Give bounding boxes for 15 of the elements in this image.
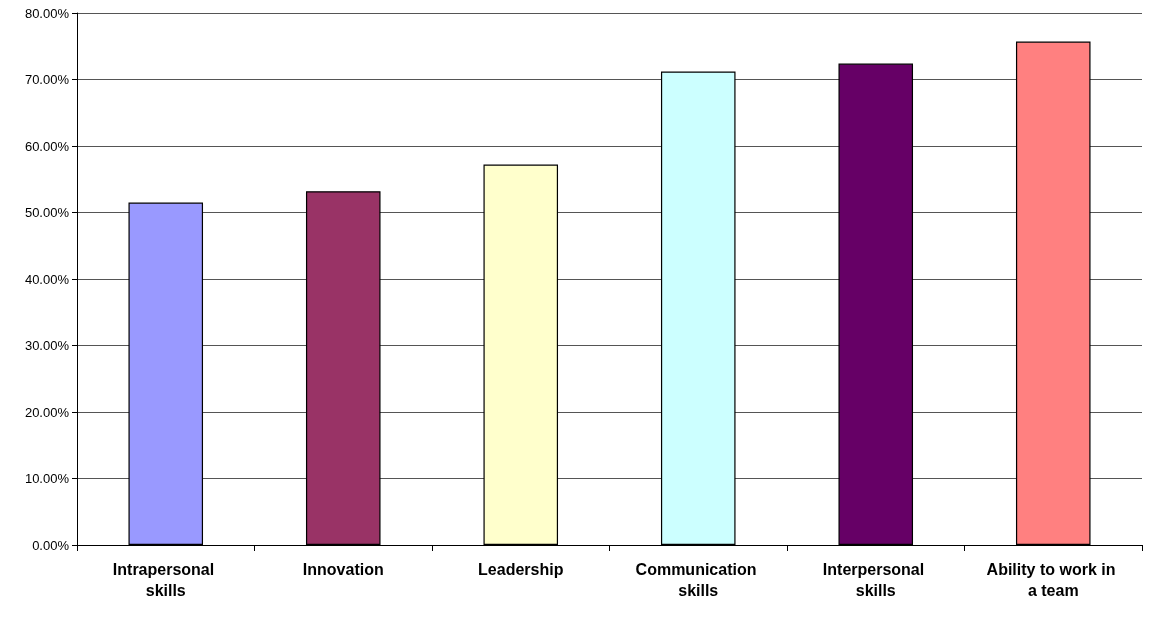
y-tick-label: 40.00% [24,271,70,287]
y-tick-label: 70.00% [24,72,70,87]
x-tick-label: Intrapersonal skills [112,561,219,599]
x-tick-label: Interpersonal skills [822,561,929,599]
y-tick-label: 20.00% [24,404,70,420]
y-tick-label: 80.00% [24,5,70,21]
x-tick-label: Innovation [302,561,384,578]
y-tick-label: 60.00% [24,138,70,154]
x-tick-label: Leadership [478,561,564,578]
y-tick-label: 10.00% [24,471,70,486]
y-tick-label: 50.00% [24,205,70,220]
x-tick-label: Ability to work in a team [986,561,1120,599]
x-tick-label: Communication skills [635,561,761,599]
y-tick-label: 0.00% [32,537,70,553]
y-tick-label: 30.00% [24,338,70,353]
